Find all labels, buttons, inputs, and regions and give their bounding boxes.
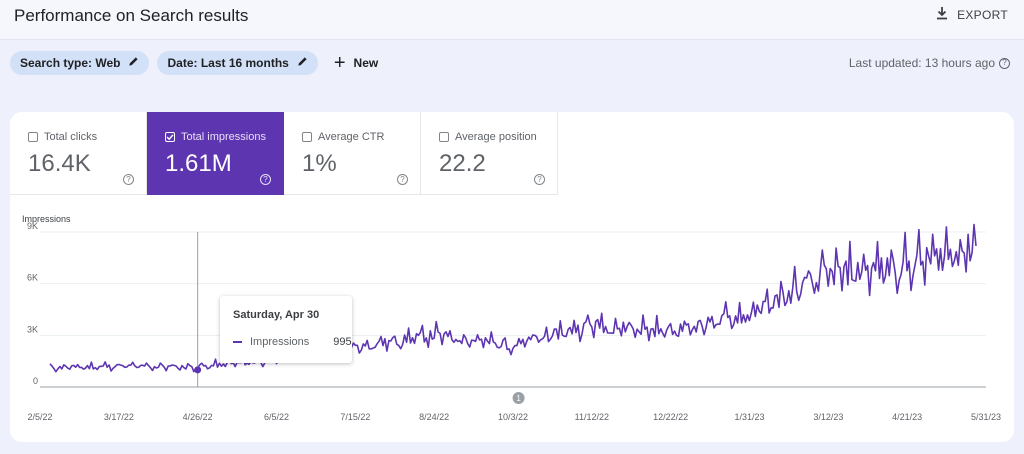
y-tick-label: 3K [27, 324, 38, 334]
metric-value: 16.4K [28, 150, 91, 177]
last-updated: Last updated: 13 hours ago ? [849, 56, 1010, 70]
help-icon[interactable]: ? [123, 174, 134, 185]
x-tick-label: 4/21/23 [892, 412, 922, 422]
export-label: EXPORT [957, 7, 1008, 22]
metric-total-clicks[interactable]: Total clicks 16.4K ? [10, 112, 147, 195]
metric-value: 1.61M [165, 150, 232, 177]
pencil-icon [297, 56, 308, 70]
last-updated-text: Last updated: 13 hours ago [848, 56, 995, 70]
series-swatch [233, 341, 242, 343]
download-icon [935, 6, 949, 23]
filter-bar: Search type: Web Date: Last 16 months + … [10, 51, 378, 75]
annotation-marker [512, 392, 525, 404]
x-tick-label: 3/12/23 [813, 412, 843, 422]
metric-value: 1% [302, 150, 337, 177]
impressions-chart[interactable]: Impressions 0 3K 6K 9K 2/5/22 3/17/22 4/26/22 6/… [10, 112, 1014, 442]
metric-total-impressions[interactable]: Total impressions 1.61M ? [147, 112, 284, 195]
y-tick-label: 0 [33, 376, 38, 386]
y-tick-label: 9K [27, 221, 38, 231]
checkbox-icon[interactable] [439, 132, 449, 142]
impressions-series-line [49, 223, 977, 373]
x-tick-label: 2/5/22 [27, 412, 52, 422]
x-tick-label: 5/31/23 [971, 412, 1001, 422]
chart-tooltip: Saturday, Apr 30 Impressions 995 [220, 296, 352, 363]
x-tick-label: 12/22/22 [653, 412, 688, 422]
metric-average-ctr[interactable]: Average CTR 1% ? [284, 112, 421, 195]
pencil-icon [128, 56, 139, 70]
help-icon[interactable]: ? [999, 57, 1010, 69]
performance-card: Total clicks 16.4K ? Total impressions 1… [10, 112, 1014, 442]
checkbox-icon[interactable] [302, 132, 312, 142]
x-tick-label: 7/15/22 [340, 412, 370, 422]
metric-label: Average CTR [318, 131, 385, 143]
metric-average-position[interactable]: Average position 22.2 ? [421, 112, 558, 195]
annotation-marker-label: 1 [516, 394, 521, 403]
page-title: Performance on Search results [14, 6, 249, 25]
tooltip-series-label: Impressions [250, 336, 310, 348]
x-tick-label: 10/3/22 [498, 412, 528, 422]
search-type-chip[interactable]: Search type: Web [10, 51, 150, 75]
header-bar: Performance on Search results EXPORT [0, 0, 1024, 40]
metric-label: Average position [455, 131, 537, 143]
metric-value: 22.2 [439, 150, 486, 177]
search-type-label: Search type: Web [20, 56, 121, 70]
y-axis-title: Impressions [22, 214, 71, 224]
checkbox-icon[interactable] [28, 132, 38, 142]
hover-point [194, 366, 202, 374]
help-icon[interactable]: ? [534, 174, 545, 185]
checkbox-checked-icon[interactable] [165, 132, 175, 142]
x-tick-label: 4/26/22 [183, 412, 213, 422]
x-tick-label: 11/12/22 [575, 412, 609, 422]
new-label: New [353, 56, 379, 70]
x-tick-label: 3/17/22 [104, 412, 134, 422]
metric-label: Total impressions [181, 131, 266, 143]
tooltip-date: Saturday, Apr 30 [233, 309, 320, 321]
date-label: Date: Last 16 months [167, 56, 289, 70]
plus-icon: + [333, 52, 346, 74]
tooltip-value: 995 [333, 336, 352, 348]
export-button[interactable]: EXPORT [935, 6, 1008, 23]
help-icon[interactable]: ? [397, 174, 408, 185]
y-tick-label: 6K [27, 273, 38, 283]
metric-label: Total clicks [44, 131, 98, 143]
help-icon[interactable]: ? [260, 174, 271, 185]
date-chip[interactable]: Date: Last 16 months [157, 51, 318, 75]
x-tick-label: 6/5/22 [264, 412, 289, 422]
x-tick-label: 8/24/22 [419, 412, 449, 422]
x-tick-label: 1/31/23 [734, 412, 764, 422]
new-filter-button[interactable]: + New [334, 53, 378, 73]
